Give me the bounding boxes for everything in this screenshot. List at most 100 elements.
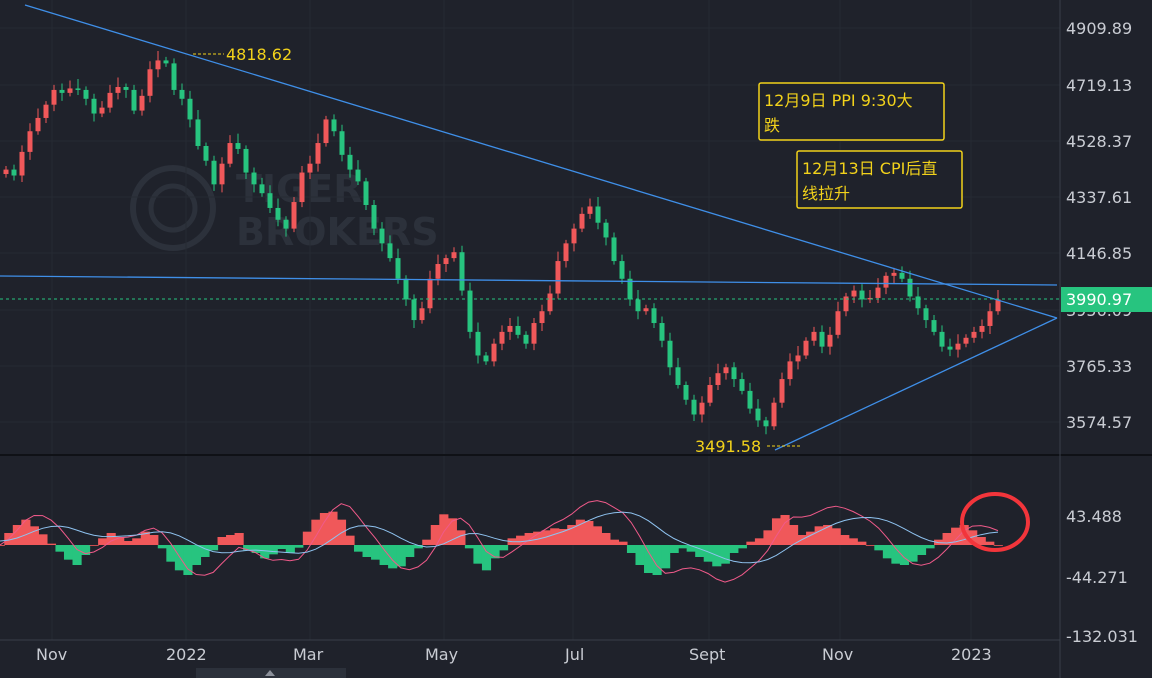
macd-bar [524,532,534,545]
macd-bar [464,545,475,549]
candle-body [547,293,553,312]
macd-bar [268,545,278,555]
macd-bar [729,545,739,554]
candle-body [299,172,305,203]
macd-bar [98,538,108,545]
macd-bar [737,545,747,549]
candle-body [171,63,177,90]
candle-body [723,367,729,374]
candle-body [19,151,25,176]
candle-body [243,148,249,173]
macd-bar [413,545,423,549]
candle-body [35,117,41,132]
candle-body [3,169,9,175]
macd-bar [12,524,22,545]
time-axis: Nov 2022 Mar May Jul Sept Nov 2023 [36,645,992,664]
candle-body [539,311,545,324]
candle-body [355,169,361,182]
candle-body [603,222,609,238]
candle-body [763,420,769,427]
macd-bar [789,524,799,545]
candle-body [291,202,297,229]
candle-body [67,88,73,93]
macd-bar [652,545,662,576]
macd-axis: 43.488 -44.271 -132.031 [1066,507,1138,646]
time-tick: Nov [822,645,853,664]
candle-body [771,402,777,427]
candle-body [827,334,833,347]
macd-bar [21,519,31,545]
candle-body [219,163,225,185]
candle-body [651,308,657,324]
macd-bar [422,539,432,545]
time-tick: Nov [36,645,67,664]
macd-bar [183,545,193,576]
annotation-ppi: 12月9日 PPI 9:30大 跌 [758,82,945,141]
candle-body [939,331,945,347]
scroll-handle-icon[interactable] [265,670,275,676]
macd-bar [840,534,850,545]
macd-bar [46,543,57,545]
tiger-logo-watermark [130,165,216,251]
candle-body [499,331,505,344]
macd-bar [985,541,995,545]
macd-bar [38,534,48,545]
macd-bar [661,545,671,569]
macd-bar [916,545,927,556]
time-tick: 2023 [951,645,992,664]
macd-bar [243,545,253,551]
low-label: 3491.58 [695,437,761,456]
macd-bar [626,545,637,554]
candle-body [283,219,289,229]
candle-body [331,119,337,132]
candle-body [899,272,905,279]
macd-bar [29,526,39,545]
macd-bar [516,535,526,545]
candle-body [931,320,937,332]
candle-body [387,243,393,259]
macd-bar [456,530,466,545]
macd-bar [285,545,295,554]
macd-bar [746,541,756,545]
macd-bar [0,545,5,546]
time-tick: May [425,645,458,664]
candle-body [531,323,537,344]
candle-body [707,384,713,403]
time-tick: Sept [689,645,725,664]
candle-body [107,92,113,108]
macd-bar [558,528,568,545]
candle-body [371,205,377,229]
macd-bar [447,518,457,545]
candle-body [99,107,105,114]
candle-body [403,278,409,300]
annotation-ppi-line1: 12月9日 PPI 9:30大 [764,91,913,110]
macd-bar [823,524,833,545]
macd-bar [720,545,730,564]
candle-body [587,206,593,214]
macd-bar [311,519,321,545]
macd-bar [618,541,628,545]
candle-body [427,278,433,309]
macd-bar [695,545,705,558]
macd-bar [601,532,611,545]
annotation-cpi-line2: 线拉升 [802,184,850,203]
macd-bar [908,545,918,562]
candle-body [467,290,473,332]
macd-bar [968,530,978,545]
annotation-cpi-line1: 12月13日 CPI后直 [802,159,937,178]
macd-bar [575,519,585,545]
macd-bar [899,545,910,566]
candle-body [483,355,489,362]
candle-body [363,181,369,206]
macd-bar [857,541,867,545]
macd-bar [814,526,824,545]
highlight-circle [960,492,1030,552]
macd-bar [865,545,875,546]
candle-body [995,299,1001,312]
candle-body [795,355,801,362]
candle-body [675,367,681,385]
candle-body [163,60,169,64]
macd-bar [63,545,74,560]
candle-body [435,264,441,279]
